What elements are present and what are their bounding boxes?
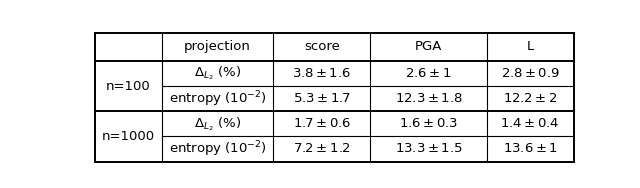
Text: $\Delta_{L_2}$ (%): $\Delta_{L_2}$ (%): [194, 65, 241, 82]
Text: $3.8 \pm 1.6$: $3.8 \pm 1.6$: [292, 67, 351, 80]
Text: entropy $(10^{-2})$: entropy $(10^{-2})$: [169, 89, 267, 108]
Text: projection: projection: [184, 40, 251, 53]
Text: $1.4 \pm 0.4$: $1.4 \pm 0.4$: [500, 117, 560, 130]
Text: $2.6 \pm 1$: $2.6 \pm 1$: [405, 67, 452, 80]
Text: $5.3 \pm 1.7$: $5.3 \pm 1.7$: [292, 92, 351, 105]
Text: $13.3 \pm 1.5$: $13.3 \pm 1.5$: [394, 143, 462, 155]
Text: $1.6 \pm 0.3$: $1.6 \pm 0.3$: [399, 117, 458, 130]
Text: score: score: [304, 40, 340, 53]
Text: $\Delta_{L_2}$ (%): $\Delta_{L_2}$ (%): [194, 115, 241, 133]
Text: L: L: [527, 40, 534, 53]
Text: entropy $(10^{-2})$: entropy $(10^{-2})$: [169, 139, 267, 159]
Text: $13.6 \pm 1$: $13.6 \pm 1$: [502, 143, 557, 155]
Text: PGA: PGA: [415, 40, 442, 53]
Text: $1.7 \pm 0.6$: $1.7 \pm 0.6$: [292, 117, 351, 130]
Text: $12.3 \pm 1.8$: $12.3 \pm 1.8$: [395, 92, 462, 105]
Text: n=1000: n=1000: [102, 130, 155, 143]
Text: $7.2 \pm 1.2$: $7.2 \pm 1.2$: [293, 143, 351, 155]
Text: $12.2 \pm 2$: $12.2 \pm 2$: [503, 92, 557, 105]
Text: n=100: n=100: [106, 80, 151, 93]
Text: $2.8 \pm 0.9$: $2.8 \pm 0.9$: [500, 67, 559, 80]
